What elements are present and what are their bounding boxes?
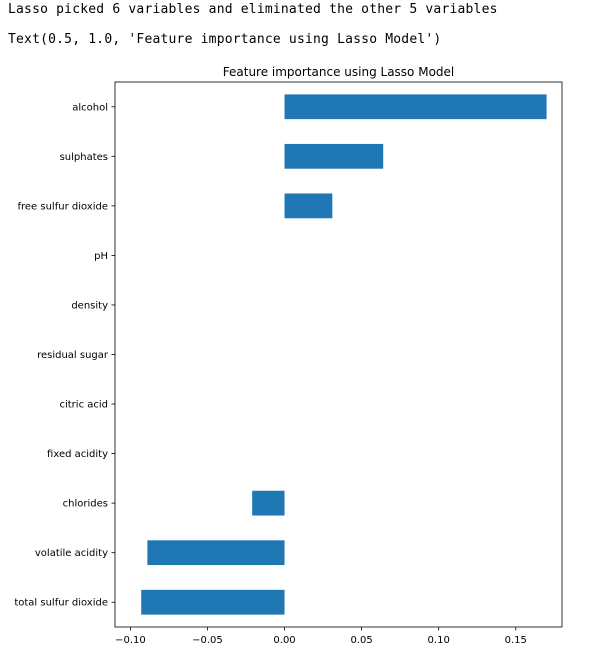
- output-text-summary: Lasso picked 6 variables and eliminated …: [8, 2, 498, 17]
- x-tick-label: −0.10: [115, 635, 146, 646]
- y-tick-label: pH: [94, 251, 108, 262]
- bar-total-sulfur-dioxide: [141, 589, 285, 615]
- y-tick-label: total sulfur dioxide: [14, 598, 108, 609]
- bar-volatile-acidity: [147, 540, 285, 566]
- chart-title: Feature importance using Lasso Model: [223, 65, 455, 79]
- y-tick-label: chlorides: [63, 499, 108, 510]
- x-tick-label: 0.15: [505, 635, 527, 646]
- x-tick-label: −0.05: [192, 635, 223, 646]
- x-tick-label: 0.05: [350, 635, 372, 646]
- y-tick-label: volatile acidity: [35, 548, 108, 559]
- y-tick-label: fixed acidity: [47, 449, 108, 460]
- output-text-repr: Text(0.5, 1.0, 'Feature importance using…: [8, 32, 442, 47]
- plot-frame: [114, 81, 563, 628]
- bar-free-sulfur-dioxide: [284, 193, 333, 219]
- bar-chlorides: [252, 490, 285, 516]
- y-tick-label: alcohol: [72, 102, 108, 113]
- y-tick-label: density: [71, 300, 108, 311]
- y-tick-label: sulphates: [60, 152, 108, 163]
- y-tick-label: residual sugar: [37, 350, 109, 361]
- bar-sulphates: [284, 143, 384, 169]
- x-tick-label: 0.10: [428, 635, 450, 646]
- lasso-bar-chart: Feature importance using Lasso Model alc…: [14, 65, 563, 646]
- x-tick-label: 0.00: [273, 635, 295, 646]
- y-tick-label: free sulfur dioxide: [17, 201, 108, 212]
- bar-alcohol: [284, 94, 547, 120]
- y-tick-label: citric acid: [59, 400, 108, 411]
